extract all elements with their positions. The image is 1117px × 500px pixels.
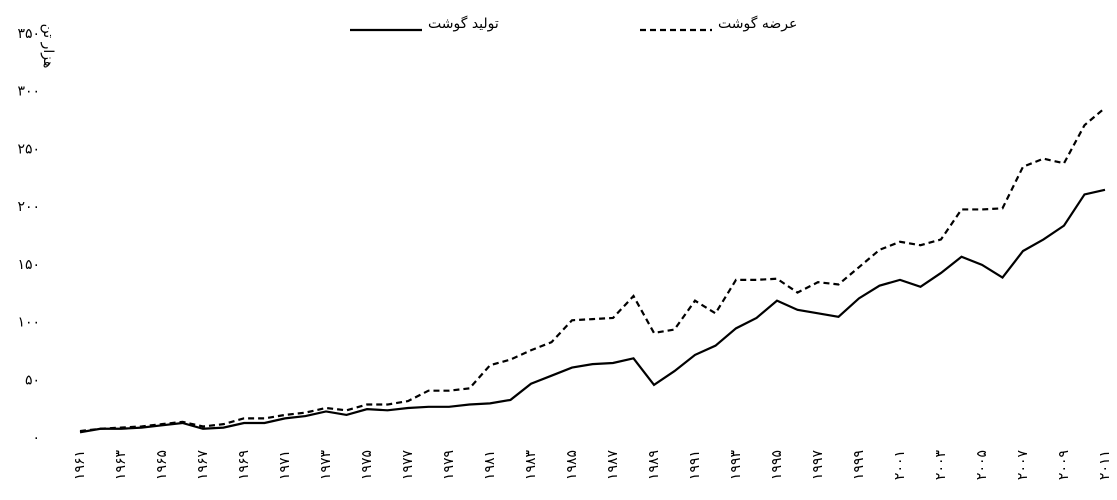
x-tick-label: ۱۹۸۷ xyxy=(605,450,621,481)
line-series xyxy=(79,188,1106,434)
x-tick-label: ۱۹۸۱ xyxy=(482,450,498,480)
x-tick-label: ۱۹۹۳ xyxy=(728,450,744,481)
x-tick-label: ۱۹۹۷ xyxy=(810,450,826,481)
x-tick-label: ۱۹۶۳ xyxy=(113,450,129,481)
x-tick-label: ۱۹۶۷ xyxy=(195,450,211,481)
y-tick-label: ۲۰۰ xyxy=(17,199,40,215)
legend-label: عرضه گوشت xyxy=(718,15,797,32)
y-tick-label: ۰ xyxy=(32,430,40,446)
x-tick-label: ۱۹۷۷ xyxy=(400,450,416,481)
x-tick-label: ۱۹۸۹ xyxy=(646,450,662,480)
x-tick-label: ۲۰۱۱ xyxy=(1097,450,1113,480)
line-series xyxy=(79,107,1106,433)
x-tick-label: ۱۹۷۵ xyxy=(359,450,375,480)
x-tick-label: ۱۹۷۹ xyxy=(441,450,457,480)
y-tick-label: ۳۰۰ xyxy=(17,84,40,100)
x-tick-label: ۲۰۰۵ xyxy=(974,450,990,480)
x-tick-label: ۲۰۰۷ xyxy=(1015,450,1031,481)
y-tick-label: ۱۵۰ xyxy=(17,257,40,273)
y-tick-label: ۲۵۰ xyxy=(17,141,40,157)
legend-label: تولید گوشت xyxy=(428,15,499,32)
x-tick-label: ۱۹۹۹ xyxy=(851,450,867,480)
y-tick-label: ۳۵۰ xyxy=(17,26,40,42)
x-tick-label: ۱۹۸۵ xyxy=(564,450,580,480)
x-tick-label: ۲۰۰۱ xyxy=(892,450,908,480)
x-tick-label: ۲۰۰۳ xyxy=(933,450,949,481)
x-tick-label: ۲۰۰۹ xyxy=(1056,450,1072,480)
x-tick-label: ۱۹۶۵ xyxy=(154,450,170,480)
x-tick-label: ۱۹۶۹ xyxy=(236,450,252,480)
x-tick-label: ۱۹۶۱ xyxy=(72,450,88,480)
y-tick-label: ۱۰۰ xyxy=(17,315,40,331)
x-tick-label: ۱۹۷۳ xyxy=(318,450,334,481)
y-tick-label: ۵۰ xyxy=(25,372,40,388)
x-tick-label: ۱۹۷۱ xyxy=(277,450,293,480)
x-tick-label: ۱۹۹۵ xyxy=(769,450,785,480)
x-tick-label: ۱۹۹۱ xyxy=(687,450,703,480)
y-axis-label: هزار تن xyxy=(40,24,56,69)
x-tick-label: ۱۹۸۳ xyxy=(523,450,539,481)
